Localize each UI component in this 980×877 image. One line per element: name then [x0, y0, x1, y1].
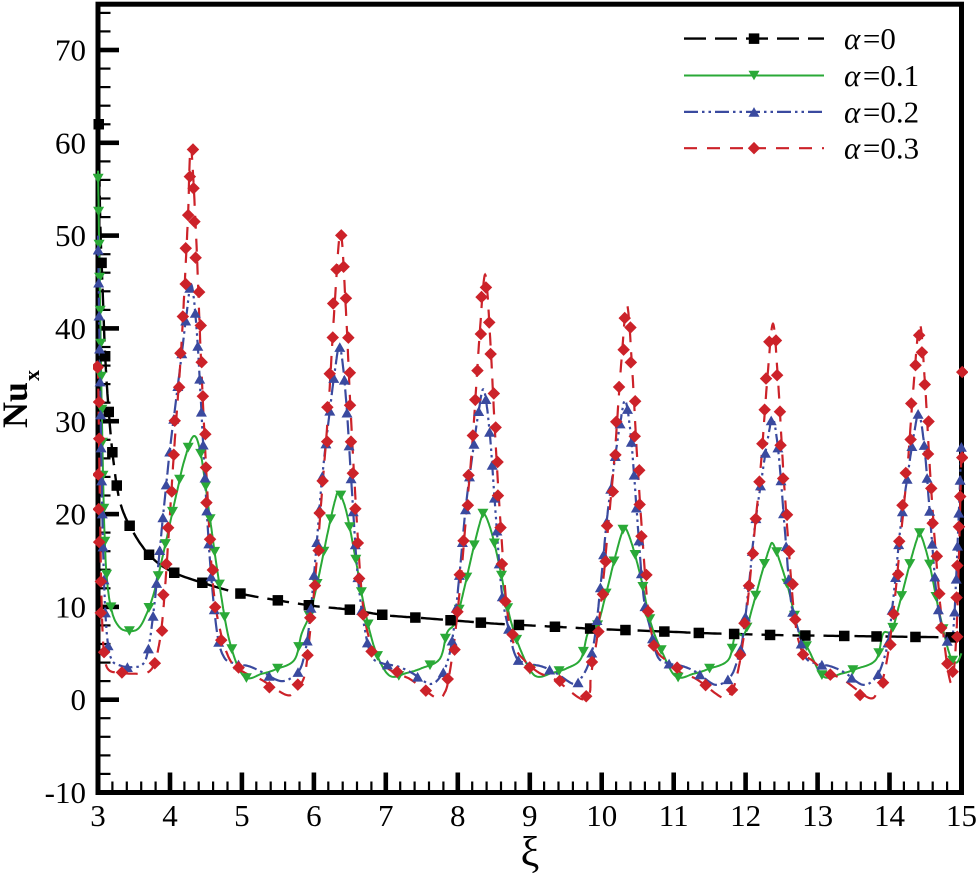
svg-text:8: 8 — [450, 798, 466, 833]
svg-text:14: 14 — [874, 798, 906, 833]
svg-text:ξ: ξ — [521, 830, 540, 876]
svg-text:3: 3 — [90, 798, 106, 833]
svg-text:-10: -10 — [45, 775, 86, 810]
svg-text:60: 60 — [55, 125, 86, 160]
svg-text:α =0.1: α =0.1 — [844, 58, 919, 93]
svg-text:40: 40 — [55, 311, 86, 346]
svg-text:4: 4 — [162, 798, 178, 833]
svg-text:0: 0 — [71, 682, 87, 717]
svg-text:7: 7 — [378, 798, 394, 833]
svg-text:11: 11 — [659, 798, 689, 833]
svg-text:6: 6 — [306, 798, 322, 833]
svg-text:13: 13 — [802, 798, 833, 833]
svg-text:Nu: Nu — [0, 382, 35, 428]
svg-text:x: x — [19, 370, 44, 381]
svg-text:12: 12 — [730, 798, 761, 833]
svg-text:10: 10 — [55, 589, 86, 624]
svg-text:5: 5 — [234, 798, 250, 833]
svg-text:α =0.2: α =0.2 — [844, 94, 919, 129]
svg-text:α =0: α =0 — [844, 21, 896, 56]
svg-text:70: 70 — [55, 33, 86, 68]
svg-text:50: 50 — [55, 218, 86, 253]
svg-text:15: 15 — [946, 798, 977, 833]
svg-text:20: 20 — [55, 497, 86, 532]
svg-text:30: 30 — [55, 404, 86, 439]
svg-text:9: 9 — [522, 798, 538, 833]
svg-text:10: 10 — [586, 798, 617, 833]
svg-text:α =0.3: α =0.3 — [844, 131, 919, 166]
